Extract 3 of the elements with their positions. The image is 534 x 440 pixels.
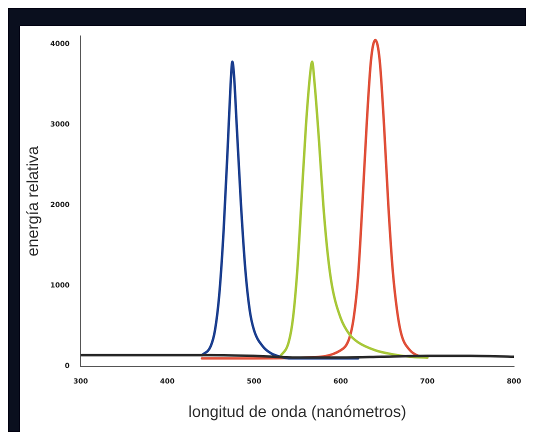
line-series <box>278 60 429 359</box>
y-axis-title: energía relativa <box>25 146 42 256</box>
x-axis-title: longitud de onda (nanómetros) <box>188 404 406 421</box>
